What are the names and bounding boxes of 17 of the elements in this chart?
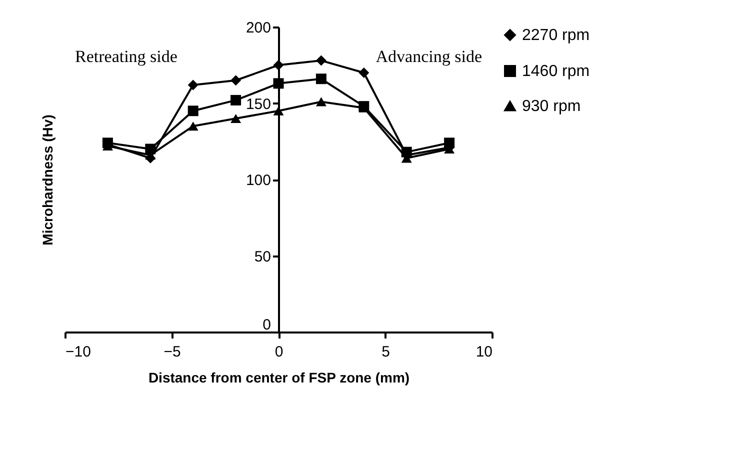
x-tick-label: 10 [476,344,492,360]
x-tick-label: −10 [66,344,91,360]
y-tick-label: 0 [262,316,271,334]
y-tick-label: 100 [246,172,271,189]
y-tick-label: 50 [254,248,271,266]
annotation: Advancing side [376,47,482,66]
x-tick-label: 0 [274,344,284,360]
x-tick-label: 5 [382,344,390,360]
x-tick-label: −5 [164,344,181,360]
legend-label: 2270 rpm [522,27,590,44]
legend-label: 930 rpm [522,98,581,115]
legend-label: 1460 rpm [522,63,590,80]
x-axis-title: Distance from center of FSP zone (mm) [148,370,410,386]
annotation: Retreating side [75,47,178,66]
y-tick-label: 200 [246,20,271,36]
y-tick-label: 150 [246,96,271,113]
y-axis-title: Microhardness (Hv) [40,114,56,246]
